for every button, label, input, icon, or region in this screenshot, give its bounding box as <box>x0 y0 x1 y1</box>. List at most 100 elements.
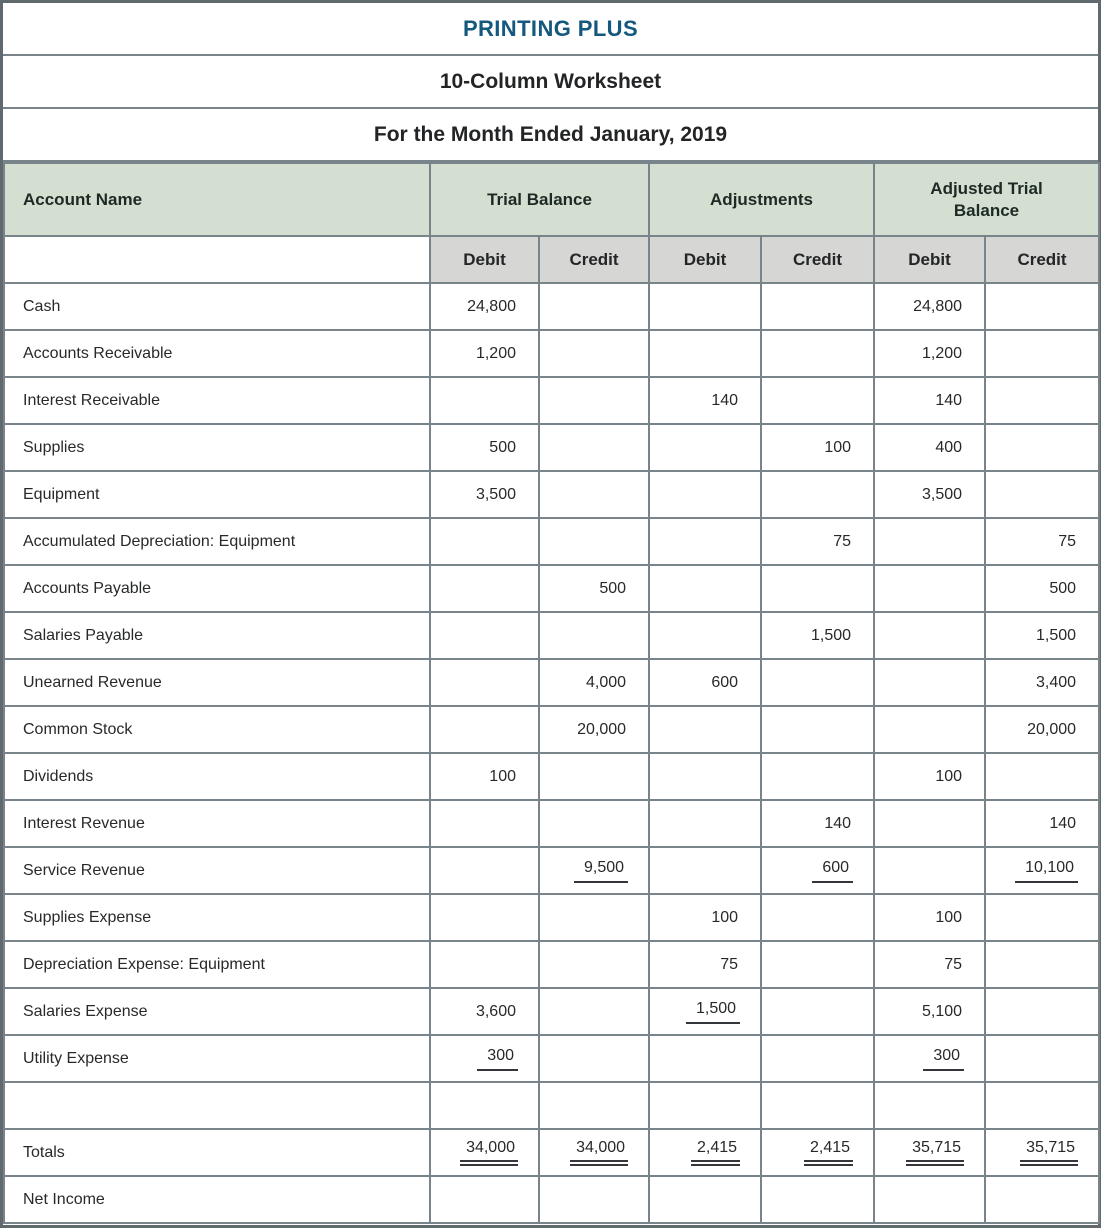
account-name-cell: Supplies <box>3 423 431 472</box>
adj-debit-cell <box>648 470 763 519</box>
atb-credit-cell: 20,000 <box>984 705 1101 754</box>
table-row: Interest Revenue 140 140 <box>3 799 1101 848</box>
atb-debit-cell: 24,800 <box>873 282 987 331</box>
amount-value: 140 <box>935 391 963 409</box>
adj-debit-cell <box>648 846 763 895</box>
atb-debit-cell: 400 <box>873 423 987 472</box>
tb-credit-cell <box>537 282 651 331</box>
table-row-empty <box>3 1081 1101 1130</box>
table-row: Depreciation Expense: Equipment 75 75 <box>3 940 1101 989</box>
tb-debit-cell <box>429 376 540 425</box>
tb-debit-cell <box>429 517 540 566</box>
amount-value: 75 <box>1058 532 1077 550</box>
table-row: Dividends 100 100 <box>3 752 1101 801</box>
adj-credit-cell <box>760 470 876 519</box>
trial-balance-header: Trial Balance <box>428 162 651 237</box>
account-name-cell: Cash <box>3 282 431 331</box>
adj-credit-cell <box>760 1034 876 1083</box>
adj-debit-cell <box>648 282 763 331</box>
atb-debit-cell <box>873 564 987 613</box>
atb-credit-cell <box>984 752 1101 801</box>
account-name-cell: Interest Receivable <box>3 376 431 425</box>
tb-credit-header: Credit <box>537 235 651 284</box>
amount-value-underlined: 10,100 <box>1015 859 1079 883</box>
total-value: 34,000 <box>570 1139 629 1166</box>
atb-credit-cell <box>984 1034 1101 1083</box>
account-name-cell: Accounts Receivable <box>3 329 431 378</box>
account-name-cell: Equipment <box>3 470 431 519</box>
tb-debit-cell: 500 <box>429 423 540 472</box>
tb-debit-cell <box>429 1175 540 1224</box>
table-row: Accounts Payable 500 500 <box>3 564 1101 613</box>
adj-debit-cell <box>648 1081 763 1130</box>
adj-debit-cell: 2,415 <box>648 1128 763 1177</box>
table-row: Common Stock 20,000 20,000 <box>3 705 1101 754</box>
atb-debit-cell: 75 <box>873 940 987 989</box>
table-row: Unearned Revenue 4,000 600 3,400 <box>3 658 1101 707</box>
atb-debit-cell <box>873 517 987 566</box>
adj-debit-cell <box>648 564 763 613</box>
total-value: 34,000 <box>460 1139 518 1166</box>
tb-credit-cell <box>537 893 651 942</box>
amount-value: 100 <box>489 767 516 785</box>
table-row: Interest Receivable 140 140 <box>3 376 1101 425</box>
adj-debit-cell: 1,500 <box>648 987 763 1036</box>
period-title: For the Month Ended January, 2019 <box>3 109 1098 162</box>
company-title: PRINTING PLUS <box>3 3 1098 56</box>
atb-credit-cell <box>984 423 1101 472</box>
tb-credit-cell <box>537 470 651 519</box>
adj-credit-cell <box>760 940 876 989</box>
atb-debit-cell: 100 <box>873 752 987 801</box>
adj-credit-cell <box>760 376 876 425</box>
worksheet-table: Account Name Trial Balance Adjustments A… <box>3 162 1101 1224</box>
atb-debit-cell: 100 <box>873 893 987 942</box>
adj-credit-cell <box>760 282 876 331</box>
amount-value-underlined: 1,500 <box>685 1000 741 1024</box>
account-name-cell: Common Stock <box>3 705 431 754</box>
account-name-cell: Utility Expense <box>3 1034 431 1083</box>
tb-debit-cell: 300 <box>429 1034 540 1083</box>
tb-credit-cell: 20,000 <box>537 705 651 754</box>
tb-credit-cell <box>537 1034 651 1083</box>
amount-value: 1,500 <box>810 626 852 644</box>
table-row: Cash 24,800 24,800 <box>3 282 1101 331</box>
table-row-net-income: Net Income <box>3 1175 1101 1224</box>
adj-credit-cell <box>760 1175 876 1224</box>
amount-value: 1,200 <box>921 344 963 362</box>
account-name-cell: Service Revenue <box>3 846 431 895</box>
atb-debit-header: Debit <box>873 235 987 284</box>
atb-debit-cell: 5,100 <box>873 987 987 1036</box>
amount-value: 400 <box>935 438 963 456</box>
tb-debit-cell <box>429 705 540 754</box>
account-name-cell: Accumulated Depreciation: Equipment <box>3 517 431 566</box>
tb-credit-cell <box>537 517 651 566</box>
amount-value: 24,800 <box>467 297 516 315</box>
amount-value: 140 <box>711 391 739 409</box>
atb-debit-cell: 140 <box>873 376 987 425</box>
adj-debit-cell <box>648 611 763 660</box>
tb-debit-cell: 3,600 <box>429 987 540 1036</box>
tb-credit-cell <box>537 611 651 660</box>
amount-value: 3,500 <box>921 485 963 503</box>
account-name-cell: Totals <box>3 1128 431 1177</box>
atb-credit-cell: 75 <box>984 517 1101 566</box>
amount-value: 100 <box>824 438 852 456</box>
atb-debit-cell <box>873 1081 987 1130</box>
amount-value-underlined: 300 <box>477 1047 518 1071</box>
amount-value: 500 <box>599 579 627 597</box>
atb-debit-cell <box>873 705 987 754</box>
amount-value: 75 <box>833 532 852 550</box>
adj-credit-cell <box>760 752 876 801</box>
adj-debit-cell <box>648 799 763 848</box>
atb-debit-cell: 1,200 <box>873 329 987 378</box>
atb-debit-cell: 3,500 <box>873 470 987 519</box>
tb-debit-cell: 100 <box>429 752 540 801</box>
atb-credit-cell <box>984 282 1101 331</box>
account-name-cell: Accounts Payable <box>3 564 431 613</box>
amount-value: 140 <box>1049 814 1077 832</box>
amount-value: 75 <box>720 955 739 973</box>
tb-credit-cell: 9,500 <box>537 846 651 895</box>
tb-debit-cell <box>429 658 540 707</box>
adj-debit-cell: 140 <box>648 376 763 425</box>
